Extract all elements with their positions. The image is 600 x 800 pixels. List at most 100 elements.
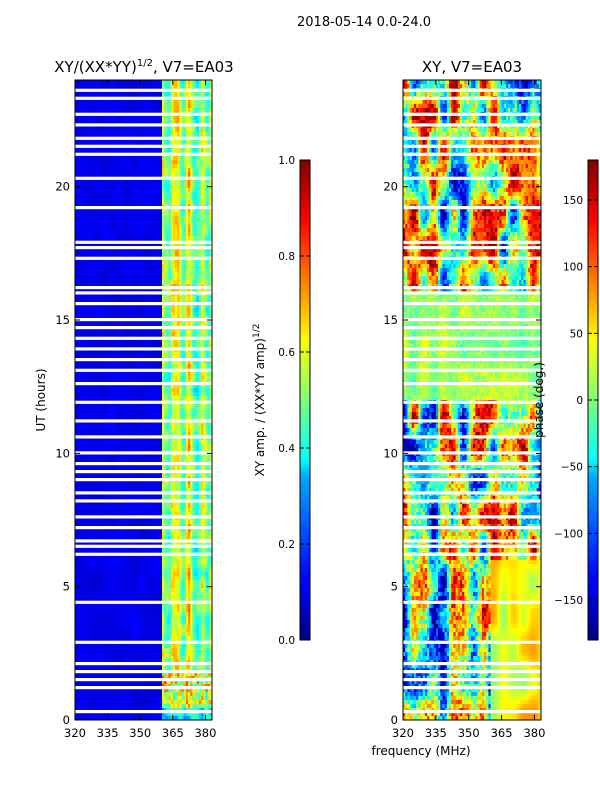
flagged-row <box>75 419 212 423</box>
flagged-row <box>75 499 212 503</box>
flagged-row <box>403 400 541 404</box>
flagged-row <box>403 176 541 180</box>
flagged-row <box>75 256 212 260</box>
flagged-row <box>403 435 541 439</box>
phase-colorbar-label: phase (deg.) <box>532 362 546 438</box>
y-tick-label: 10 <box>55 446 70 460</box>
flagged-row <box>403 419 541 423</box>
left-ylabel: UT (hours) <box>34 368 48 431</box>
right-axes-frame <box>402 79 542 721</box>
flagged-row <box>75 526 212 530</box>
flagged-row <box>403 382 541 386</box>
flagged-row <box>403 302 541 306</box>
y-tick-label: 5 <box>391 580 398 594</box>
flagged-row <box>403 470 541 474</box>
colorbar-tick-label: 0.4 <box>278 443 295 455</box>
colorbar-tick-label: 0 <box>576 395 583 407</box>
flagged-row <box>403 291 541 295</box>
colorbar-tick-label: 150 <box>563 195 583 207</box>
flagged-row <box>75 640 212 644</box>
flagged-row <box>75 176 212 180</box>
x-tick-label: 320 <box>392 726 414 740</box>
flagged-row <box>403 600 541 604</box>
y-tick-label: 20 <box>55 180 70 194</box>
flagged-row <box>403 326 541 330</box>
flagged-row <box>403 96 541 100</box>
colorbar-tick-label: 0.0 <box>278 635 295 647</box>
left-title-rest: , V7=EA03 <box>153 58 234 76</box>
flagged-row <box>403 662 541 666</box>
flagged-row <box>75 451 212 455</box>
flagged-row <box>75 678 212 682</box>
flagged-row <box>75 491 212 495</box>
amplitude-colorbar-label-main: XY amp. / (XX*YY amp) <box>253 338 267 476</box>
flagged-row <box>403 206 541 210</box>
flagged-row <box>403 358 541 362</box>
flagged-row <box>75 302 212 306</box>
x-tick-label: 320 <box>64 726 86 740</box>
y-tick-label: 10 <box>383 446 398 460</box>
flagged-row <box>403 286 541 290</box>
flagged-row <box>403 368 541 372</box>
flagged-row <box>75 686 212 690</box>
y-tick-label: 5 <box>63 580 70 594</box>
colorbar-tick-label: −100 <box>554 528 583 540</box>
figure-suptitle: 2018-05-14 0.0-24.0 <box>297 15 431 30</box>
flagged-row <box>403 686 541 690</box>
flagged-row <box>403 462 541 466</box>
x-tick-label: 380 <box>523 726 545 740</box>
amplitude-colorbar <box>299 159 311 641</box>
flagged-row <box>75 88 212 92</box>
amplitude-colorbar-ticks: 0.0 0.2 0.4 0.6 0.8 1.0 <box>278 155 310 647</box>
colorbar-tick-label: 0.2 <box>278 539 295 551</box>
y-tick-label: 20 <box>383 180 398 194</box>
colorbar-tick-label: −50 <box>561 462 583 474</box>
x-tick-label: 365 <box>491 726 513 740</box>
y-tick-label: 15 <box>383 313 398 327</box>
left-axis-ticks: 320 335 350 365 380 0 5 10 15 20 <box>55 80 216 740</box>
flagged-row <box>403 256 541 260</box>
flagged-row <box>403 515 541 519</box>
flagged-row <box>403 499 541 503</box>
right-chart-title: XY, V7=EA03 <box>422 58 522 76</box>
flagged-row <box>75 96 212 100</box>
flagged-row <box>75 326 212 330</box>
y-tick-label: 15 <box>55 313 70 327</box>
phase-colorbar-ticks: −150 −100 −50 0 50 100 150 <box>554 195 598 607</box>
flagged-row <box>75 662 212 666</box>
flagged-row <box>75 515 212 519</box>
x-tick-label: 335 <box>425 726 447 740</box>
flagged-row <box>403 526 541 530</box>
x-tick-label: 380 <box>194 726 216 740</box>
flagged-row <box>403 152 541 156</box>
flagged-row <box>403 246 541 250</box>
flagged-row <box>403 640 541 644</box>
right-heatmap <box>403 80 541 720</box>
right-axis-ticks: 320 335 350 365 380 0 5 10 15 20 <box>383 80 545 740</box>
flagged-row <box>403 347 541 351</box>
colorbar-tick-label: 1.0 <box>278 155 295 167</box>
flagged-row <box>403 478 541 482</box>
flagged-row <box>403 710 541 714</box>
flagged-row <box>75 368 212 372</box>
flagged-row <box>75 544 212 548</box>
left-title-superscript: 1/2 <box>137 58 153 69</box>
flagged-row <box>75 152 212 156</box>
flagged-row <box>75 112 212 116</box>
x-tick-label: 350 <box>129 726 151 740</box>
amplitude-colorbar-label: XY amp. / (XX*YY amp)1/2 <box>252 324 267 477</box>
flagged-row <box>403 539 541 543</box>
flagged-row <box>75 336 212 340</box>
flagged-row <box>75 470 212 474</box>
flagged-row <box>403 123 541 127</box>
flagged-row <box>75 600 212 604</box>
flagged-row <box>75 358 212 362</box>
left-title-main: XY/(XX*YY) <box>54 58 137 76</box>
flagged-row <box>403 451 541 455</box>
y-tick-label: 0 <box>391 713 398 727</box>
flagged-row <box>75 347 212 351</box>
colorbar-tick-label: −150 <box>554 595 583 607</box>
flagged-row <box>75 478 212 482</box>
flagged-row <box>75 462 212 466</box>
